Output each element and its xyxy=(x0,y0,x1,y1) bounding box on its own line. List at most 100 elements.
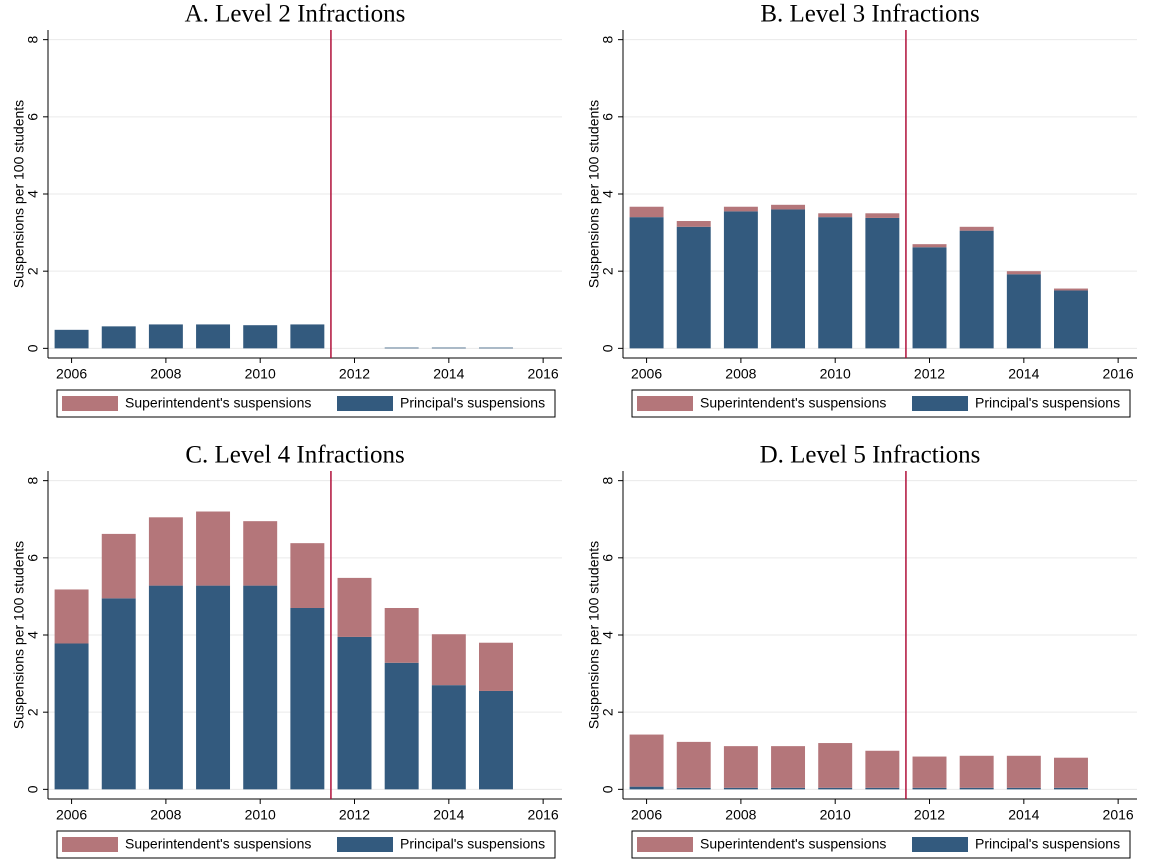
x-tick-label: 2016 xyxy=(1103,807,1134,823)
x-tick-label: 2014 xyxy=(433,366,464,382)
y-tick-label: 2 xyxy=(600,267,616,275)
bar-segment xyxy=(479,642,513,691)
x-tick-label: 2006 xyxy=(631,366,662,382)
chart-title: D. Level 5 Infractions xyxy=(760,442,981,469)
bar-segment xyxy=(1054,290,1088,349)
bar-segment xyxy=(1006,755,1041,788)
chart-title: A. Level 2 Infractions xyxy=(185,1,406,28)
y-axis-label: Suspensions per 100 students xyxy=(586,100,602,288)
bar-segment xyxy=(959,230,994,349)
bar-segment xyxy=(771,209,806,349)
bar-segment xyxy=(865,787,900,790)
x-tick-label: 2006 xyxy=(56,807,87,823)
legend-swatch xyxy=(62,837,118,852)
bar-segment xyxy=(243,521,278,586)
bar-segment xyxy=(723,211,758,349)
bar-segment xyxy=(290,324,325,349)
x-tick-label: 2008 xyxy=(150,366,181,382)
bar-segment xyxy=(959,787,994,790)
bar-segment xyxy=(196,511,231,586)
legend-swatch xyxy=(637,837,693,852)
bar-segment xyxy=(431,685,466,790)
bar-segment xyxy=(148,585,183,790)
bar-segment xyxy=(101,533,136,599)
legend-label: Principal's suspensions xyxy=(975,836,1120,852)
y-tick-label: 2 xyxy=(25,267,41,275)
legend-swatch xyxy=(62,396,118,411)
bar-segment xyxy=(337,577,372,637)
y-tick-label: 0 xyxy=(600,344,616,352)
bar-segment xyxy=(1006,274,1041,349)
bar-segment xyxy=(196,585,231,790)
y-tick-label: 8 xyxy=(600,36,616,44)
bar-segment xyxy=(384,662,419,790)
x-tick-label: 2012 xyxy=(339,366,370,382)
bar-segment xyxy=(479,690,513,790)
y-tick-label: 4 xyxy=(600,631,616,639)
bar-segment xyxy=(676,741,711,788)
legend-label: Superintendent's suspensions xyxy=(700,836,886,852)
bar-segment xyxy=(1054,757,1088,788)
bar-segment xyxy=(148,324,183,349)
x-tick-label: 2016 xyxy=(528,807,559,823)
bar-segment xyxy=(1006,271,1041,275)
bar-segment xyxy=(912,756,947,788)
x-tick-label: 2008 xyxy=(725,807,756,823)
bar-segment xyxy=(959,226,994,231)
bar-segment xyxy=(101,598,136,790)
x-tick-label: 2008 xyxy=(150,807,181,823)
y-tick-label: 4 xyxy=(25,190,41,198)
bar-segment xyxy=(818,743,853,788)
bar-segment xyxy=(101,326,136,349)
chart-title: B. Level 3 Infractions xyxy=(760,1,979,28)
legend-box xyxy=(56,830,556,859)
y-axis-label: Suspensions per 100 students xyxy=(11,100,27,288)
bar-segment xyxy=(629,217,664,349)
x-tick-label: 2016 xyxy=(528,366,559,382)
bar-segment xyxy=(431,634,466,686)
legend-box xyxy=(631,830,1131,859)
bar-segment xyxy=(337,636,372,790)
legend-swatch xyxy=(912,837,968,852)
legend-swatch xyxy=(337,396,393,411)
legend-swatch xyxy=(337,837,393,852)
bar-segment xyxy=(629,786,664,790)
bar-segment xyxy=(912,244,947,248)
legend-label: Superintendent's suspensions xyxy=(125,836,311,852)
bar-segment xyxy=(384,347,419,349)
chart-title: C. Level 4 Infractions xyxy=(185,442,404,469)
bar-segment xyxy=(243,325,278,349)
bar-segment xyxy=(431,347,466,349)
y-tick-label: 6 xyxy=(25,113,41,121)
legend-swatch xyxy=(637,396,693,411)
bar-segment xyxy=(290,607,325,790)
panel: C. Level 4 Infractions Suspensions per 10… xyxy=(11,442,562,859)
y-tick-label: 4 xyxy=(25,631,41,639)
bar-segment xyxy=(54,589,89,644)
bar-segment xyxy=(818,217,853,349)
x-tick-label: 2006 xyxy=(56,366,87,382)
legend-box xyxy=(56,389,556,418)
bar-segment xyxy=(912,247,947,349)
y-tick-label: 8 xyxy=(600,477,616,485)
bar-segment xyxy=(912,787,947,790)
bar-segment xyxy=(54,329,89,349)
bar-segment xyxy=(771,204,806,210)
panel: B. Level 3 Infractions Suspensions per 10… xyxy=(586,1,1137,418)
legend-box xyxy=(631,389,1131,418)
y-tick-label: 6 xyxy=(600,554,616,562)
x-tick-label: 2012 xyxy=(914,366,945,382)
bar-segment xyxy=(723,746,758,788)
y-tick-label: 0 xyxy=(25,344,41,352)
bar-segment xyxy=(676,787,711,790)
x-tick-label: 2012 xyxy=(914,807,945,823)
y-axis-label: Suspensions per 100 students xyxy=(11,541,27,729)
bar-segment xyxy=(629,206,664,218)
bar-segment xyxy=(865,217,900,349)
bar-segment xyxy=(723,206,758,212)
bar-segment xyxy=(865,750,900,788)
y-tick-label: 6 xyxy=(600,113,616,121)
y-tick-label: 0 xyxy=(600,785,616,793)
bar-segment xyxy=(196,324,231,349)
bar-segment xyxy=(1006,787,1041,790)
